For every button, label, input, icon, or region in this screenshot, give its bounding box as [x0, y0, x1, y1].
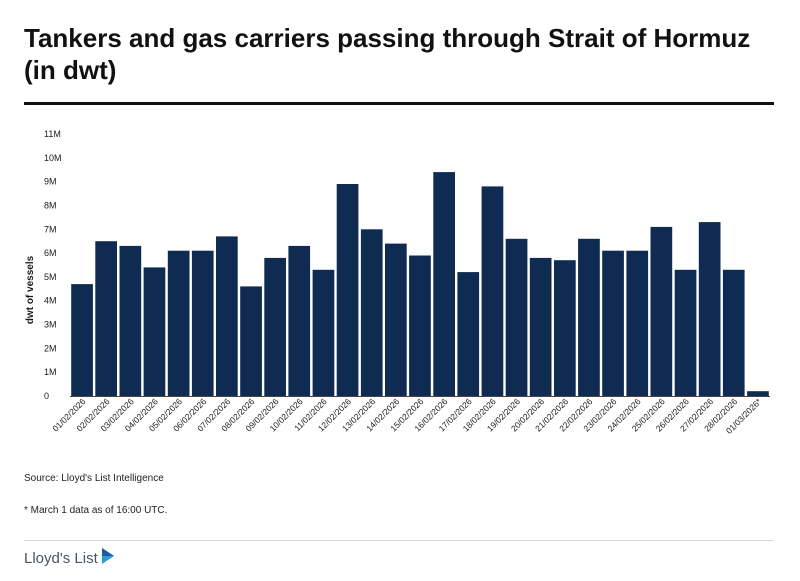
bar: [312, 269, 335, 396]
bar: [747, 391, 769, 396]
y-tick-label: 2M: [44, 343, 57, 353]
bar: [554, 260, 576, 396]
bar-chart: 0 1M 2M 3M 4M 5M 6M 7M 8M 9M 10M 11M dwt of vessels…: [25, 129, 770, 436]
y-tick-label: 10M: [44, 153, 62, 163]
bar: [385, 243, 407, 396]
title-divider: [24, 102, 774, 105]
lloyds-list-logo: Lloyd's List: [24, 546, 115, 570]
bar: [167, 250, 190, 396]
bar: [457, 272, 480, 396]
bar: [264, 257, 286, 396]
bars: [71, 172, 769, 396]
y-tick-label: 0: [44, 391, 49, 401]
bar: [288, 245, 311, 396]
source-note: Source: Lloyd's List Intelligence: [24, 473, 164, 484]
y-axis: 0 1M 2M 3M 4M 5M 6M 7M 8M 9M 10M 11M: [44, 129, 62, 401]
bar: [409, 255, 431, 396]
logo-text: Lloyd's List: [24, 549, 98, 567]
bar: [602, 250, 624, 396]
bar: [95, 241, 117, 396]
play-arrow-icon: [101, 547, 115, 570]
y-tick-label: 6M: [44, 248, 57, 258]
x-axis: 01/02/202602/02/202603/02/202604/02/2026…: [50, 396, 763, 436]
y-tick-label: 4M: [44, 296, 57, 306]
bar: [240, 286, 262, 396]
bar: [143, 267, 166, 396]
y-axis-title: dwt of vessels: [25, 255, 36, 324]
bar: [191, 250, 214, 396]
bar: [722, 269, 745, 396]
y-tick-label: 5M: [44, 272, 57, 282]
y-tick-label: 1M: [44, 367, 57, 377]
footnote: * March 1 data as of 16:00 UTC.: [24, 505, 168, 516]
y-tick-label: 9M: [44, 177, 57, 187]
bar: [216, 236, 238, 396]
bar: [481, 186, 504, 396]
y-tick-label: 11M: [44, 129, 61, 139]
bar: [71, 284, 93, 396]
bar: [505, 238, 528, 396]
bar: [119, 245, 142, 396]
bar: [626, 250, 649, 396]
bar: [698, 222, 721, 396]
bar: [650, 226, 673, 396]
chart-title: Tankers and gas carriers passing through…: [24, 23, 751, 85]
bar: [360, 229, 383, 396]
y-tick-label: 8M: [44, 200, 57, 210]
bar: [336, 184, 359, 396]
bar: [578, 238, 600, 396]
bar: [433, 172, 455, 396]
y-tick-label: 7M: [44, 224, 57, 234]
y-tick-label: 3M: [44, 320, 57, 330]
bar: [529, 257, 552, 396]
bar: [674, 269, 697, 396]
footer-divider: [24, 540, 774, 541]
